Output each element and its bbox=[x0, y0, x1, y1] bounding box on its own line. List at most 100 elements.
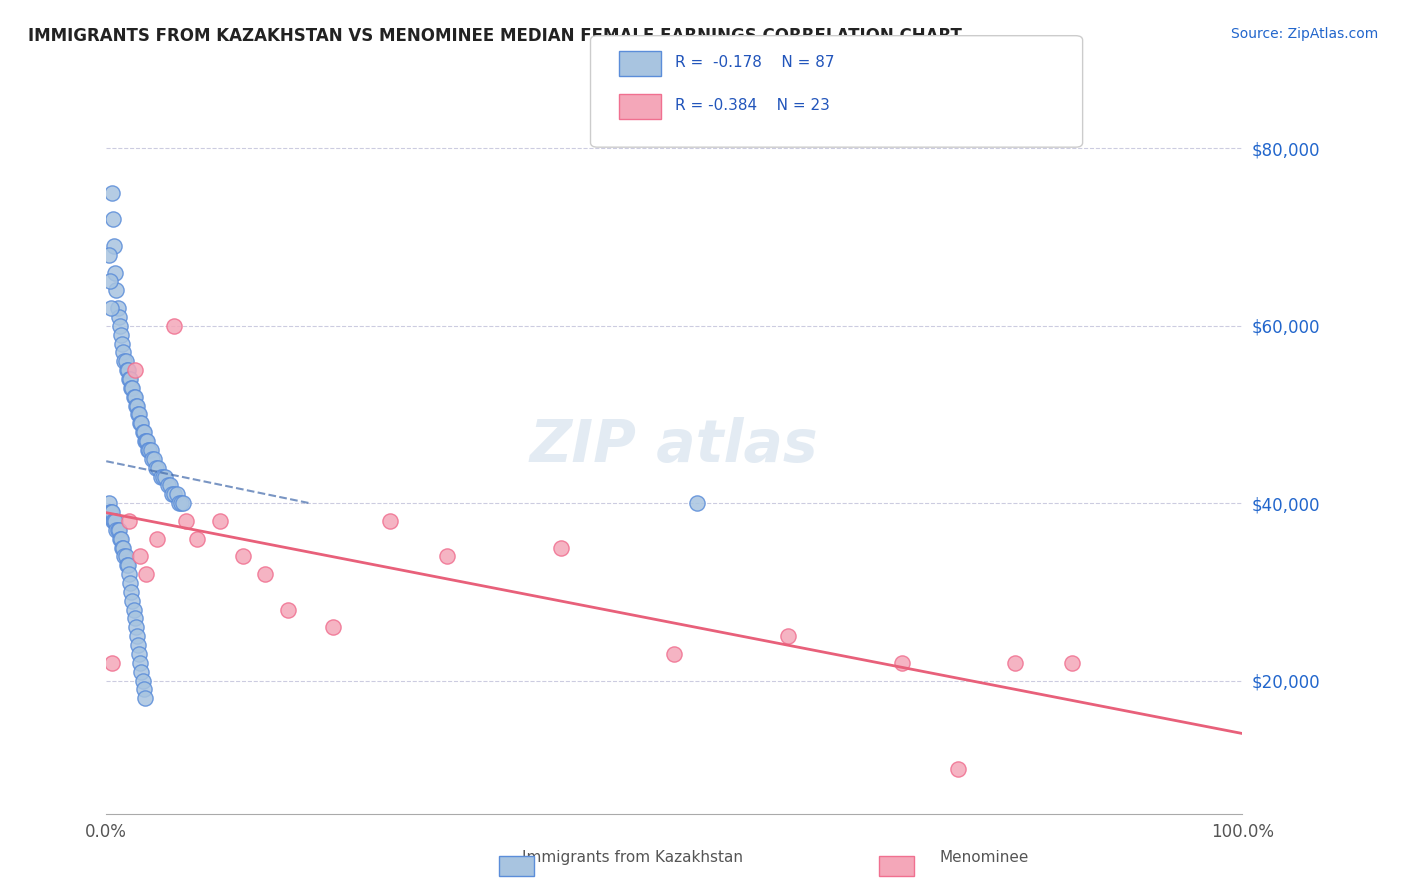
Point bbox=[115, 363, 138, 377]
Point bbox=[100, 301, 122, 315]
Point bbox=[159, 478, 181, 492]
Point bbox=[145, 460, 167, 475]
Point bbox=[97, 496, 120, 510]
Point bbox=[120, 585, 142, 599]
Point bbox=[134, 434, 156, 448]
Point bbox=[118, 567, 141, 582]
Point bbox=[134, 691, 156, 706]
Point bbox=[125, 399, 148, 413]
Point bbox=[103, 239, 125, 253]
Point bbox=[105, 523, 128, 537]
Point bbox=[232, 549, 254, 564]
Point bbox=[107, 523, 129, 537]
Point bbox=[112, 345, 135, 359]
Point bbox=[167, 496, 190, 510]
Point bbox=[890, 656, 912, 670]
Point bbox=[664, 647, 686, 661]
Point bbox=[121, 593, 143, 607]
Point bbox=[117, 558, 139, 573]
Text: IMMIGRANTS FROM KAZAKHSTAN VS MENOMINEE MEDIAN FEMALE EARNINGS CORRELATION CHART: IMMIGRANTS FROM KAZAKHSTAN VS MENOMINEE … bbox=[28, 27, 962, 45]
Point bbox=[160, 487, 183, 501]
Point bbox=[118, 514, 141, 528]
Point bbox=[122, 390, 145, 404]
Text: R = -0.384    N = 23: R = -0.384 N = 23 bbox=[675, 98, 830, 112]
Text: Immigrants from Kazakhstan: Immigrants from Kazakhstan bbox=[522, 850, 744, 865]
Point bbox=[98, 505, 121, 519]
Point bbox=[120, 372, 142, 386]
Point bbox=[111, 336, 134, 351]
Point bbox=[124, 611, 146, 625]
Point bbox=[174, 514, 197, 528]
Point bbox=[107, 301, 129, 315]
Point bbox=[152, 469, 174, 483]
Point bbox=[108, 318, 131, 333]
Point bbox=[163, 487, 186, 501]
Point bbox=[1004, 656, 1026, 670]
Point bbox=[776, 629, 799, 643]
Point bbox=[122, 602, 145, 616]
Point bbox=[948, 762, 970, 776]
Point bbox=[550, 541, 572, 555]
Point bbox=[173, 496, 195, 510]
Point bbox=[686, 496, 709, 510]
Point bbox=[108, 532, 131, 546]
Point bbox=[112, 541, 135, 555]
Point bbox=[101, 505, 124, 519]
Point bbox=[107, 523, 129, 537]
Point bbox=[97, 248, 120, 262]
Point bbox=[146, 532, 169, 546]
Point bbox=[163, 318, 186, 333]
Point bbox=[127, 638, 149, 652]
Point bbox=[101, 212, 124, 227]
Point bbox=[124, 363, 146, 377]
Point bbox=[142, 451, 165, 466]
Point bbox=[141, 451, 163, 466]
Point bbox=[132, 682, 155, 697]
Point bbox=[121, 381, 143, 395]
Point bbox=[149, 469, 172, 483]
Point bbox=[186, 532, 208, 546]
Point bbox=[114, 549, 136, 564]
Point bbox=[155, 469, 177, 483]
Text: Source: ZipAtlas.com: Source: ZipAtlas.com bbox=[1230, 27, 1378, 41]
Point bbox=[117, 363, 139, 377]
Text: ZIP atlas: ZIP atlas bbox=[530, 417, 818, 474]
Point bbox=[136, 442, 159, 457]
Point bbox=[127, 408, 149, 422]
Point bbox=[104, 514, 127, 528]
Point bbox=[118, 372, 141, 386]
Point bbox=[208, 514, 231, 528]
Text: R =  -0.178    N = 87: R = -0.178 N = 87 bbox=[675, 55, 834, 70]
Point bbox=[112, 354, 135, 368]
Point bbox=[322, 620, 344, 634]
Point bbox=[103, 514, 125, 528]
Text: Menominee: Menominee bbox=[939, 850, 1029, 865]
Point bbox=[131, 673, 153, 688]
Point bbox=[120, 381, 142, 395]
Point bbox=[170, 496, 193, 510]
Point bbox=[114, 354, 136, 368]
Point bbox=[115, 558, 138, 573]
Point bbox=[1060, 656, 1083, 670]
Point bbox=[111, 541, 134, 555]
Point bbox=[129, 656, 152, 670]
Point bbox=[110, 327, 132, 342]
Point bbox=[100, 505, 122, 519]
Point bbox=[125, 629, 148, 643]
Point bbox=[136, 434, 159, 448]
Point bbox=[436, 549, 458, 564]
Point bbox=[125, 620, 148, 634]
Point bbox=[107, 310, 129, 324]
Point bbox=[254, 567, 277, 582]
Point bbox=[98, 275, 121, 289]
Point bbox=[135, 567, 157, 582]
Point bbox=[128, 647, 150, 661]
Point bbox=[139, 442, 162, 457]
Point bbox=[101, 656, 124, 670]
Point bbox=[129, 417, 152, 431]
Point bbox=[131, 417, 153, 431]
Point bbox=[101, 186, 124, 200]
Point bbox=[132, 425, 155, 440]
Point bbox=[110, 532, 132, 546]
Point bbox=[105, 283, 128, 297]
